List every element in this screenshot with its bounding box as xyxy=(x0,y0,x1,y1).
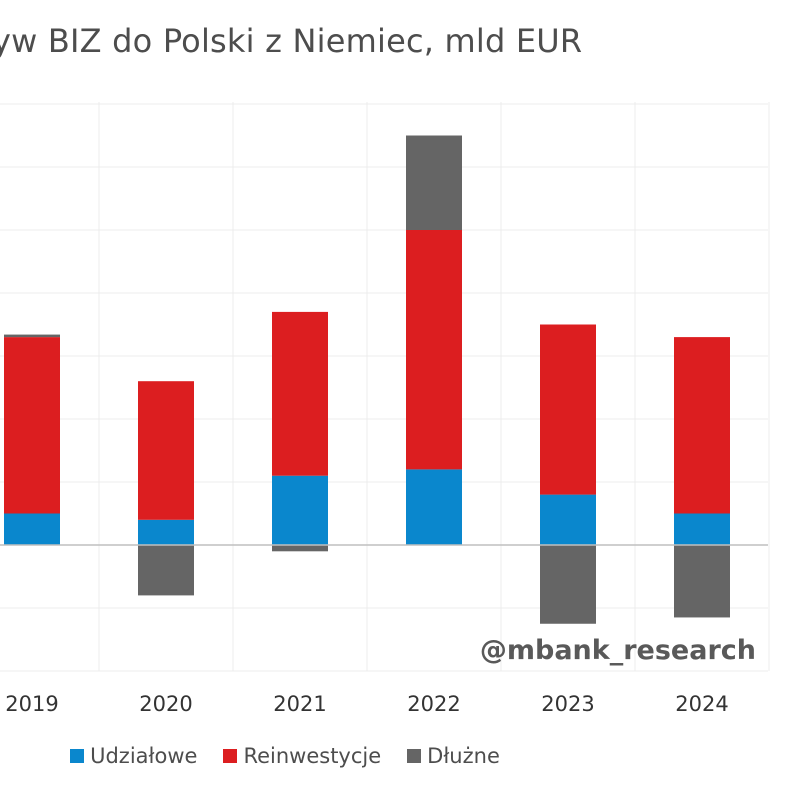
bar-udziałowe-2024 xyxy=(674,513,730,545)
bar-udziałowe-2019 xyxy=(4,513,60,545)
bar-reinwestycje-2022 xyxy=(406,230,462,470)
legend-item: Dłużne xyxy=(407,744,500,768)
legend-item: Reinwestycje xyxy=(223,744,381,768)
legend-item: Udziałowe xyxy=(70,744,197,768)
bar-dłużne-2020 xyxy=(138,545,194,596)
x-tick-label: 2024 xyxy=(675,692,728,716)
bar-udziałowe-2020 xyxy=(138,519,194,545)
grid-lines xyxy=(0,102,770,672)
x-tick-label: 2022 xyxy=(407,692,460,716)
legend-swatch xyxy=(223,749,238,763)
watermark-text: @mbank_research xyxy=(480,635,756,666)
bar-dłużne-2021 xyxy=(272,545,328,552)
x-axis-ticks: 2019 2020 2021 2022 2023 2024 xyxy=(5,692,728,716)
bar-dłużne-2024 xyxy=(674,545,730,618)
legend-swatch xyxy=(407,749,422,763)
bar-reinwestycje-2023 xyxy=(540,324,596,495)
bar-udziałowe-2021 xyxy=(272,475,328,545)
legend-label: Reinwestycje xyxy=(243,744,382,768)
bar-reinwestycje-2021 xyxy=(272,311,328,476)
bar-reinwestycje-2024 xyxy=(674,337,730,514)
bar-udziałowe-2022 xyxy=(406,469,462,545)
bar-udziałowe-2023 xyxy=(540,494,596,545)
x-tick-label: 2020 xyxy=(139,692,192,716)
bar-dłużne-2022 xyxy=(406,135,462,230)
x-tick-label: 2019 xyxy=(5,692,58,716)
bar-dłużne-2019 xyxy=(4,334,60,338)
chart-title: yw BIZ do Polski z Niemiec, mld EUR xyxy=(0,22,583,60)
bar-series xyxy=(4,135,730,624)
legend-label: Udziałowe xyxy=(90,744,198,768)
x-tick-label: 2023 xyxy=(541,692,594,716)
bar-reinwestycje-2020 xyxy=(138,381,194,520)
bar-reinwestycje-2019 xyxy=(4,337,60,514)
legend: Udziałowe Reinwestycje Dłużne xyxy=(0,744,570,768)
legend-label: Dłużne xyxy=(427,744,500,768)
bar-dłużne-2023 xyxy=(540,545,596,624)
x-tick-label: 2021 xyxy=(273,692,326,716)
legend-swatch xyxy=(70,749,85,763)
